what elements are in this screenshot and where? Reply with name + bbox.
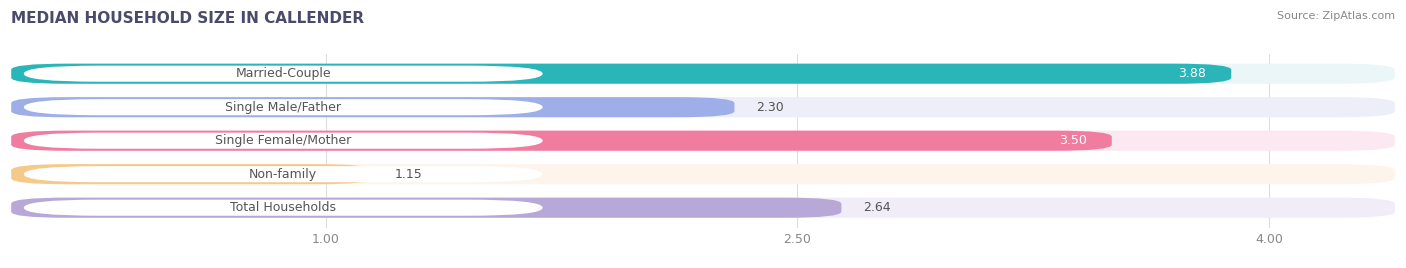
FancyBboxPatch shape bbox=[11, 131, 1395, 151]
Text: Married-Couple: Married-Couple bbox=[235, 67, 330, 80]
Text: 2.30: 2.30 bbox=[756, 101, 785, 114]
FancyBboxPatch shape bbox=[24, 99, 543, 115]
Text: 2.64: 2.64 bbox=[863, 201, 891, 214]
FancyBboxPatch shape bbox=[11, 198, 1395, 218]
Text: Total Households: Total Households bbox=[231, 201, 336, 214]
FancyBboxPatch shape bbox=[11, 97, 734, 117]
Text: Single Male/Father: Single Male/Father bbox=[225, 101, 342, 114]
Text: 3.50: 3.50 bbox=[1059, 134, 1087, 147]
FancyBboxPatch shape bbox=[11, 131, 1112, 151]
Text: Non-family: Non-family bbox=[249, 168, 318, 181]
Text: MEDIAN HOUSEHOLD SIZE IN CALLENDER: MEDIAN HOUSEHOLD SIZE IN CALLENDER bbox=[11, 11, 364, 26]
Text: Source: ZipAtlas.com: Source: ZipAtlas.com bbox=[1277, 11, 1395, 21]
Text: 3.88: 3.88 bbox=[1178, 67, 1206, 80]
FancyBboxPatch shape bbox=[11, 64, 1395, 84]
FancyBboxPatch shape bbox=[24, 66, 543, 82]
Text: 1.15: 1.15 bbox=[395, 168, 423, 181]
FancyBboxPatch shape bbox=[11, 198, 841, 218]
FancyBboxPatch shape bbox=[24, 133, 543, 149]
FancyBboxPatch shape bbox=[11, 64, 1232, 84]
FancyBboxPatch shape bbox=[11, 164, 373, 184]
FancyBboxPatch shape bbox=[11, 164, 1395, 184]
FancyBboxPatch shape bbox=[24, 166, 543, 182]
Text: Single Female/Mother: Single Female/Mother bbox=[215, 134, 352, 147]
FancyBboxPatch shape bbox=[24, 200, 543, 216]
FancyBboxPatch shape bbox=[11, 97, 1395, 117]
